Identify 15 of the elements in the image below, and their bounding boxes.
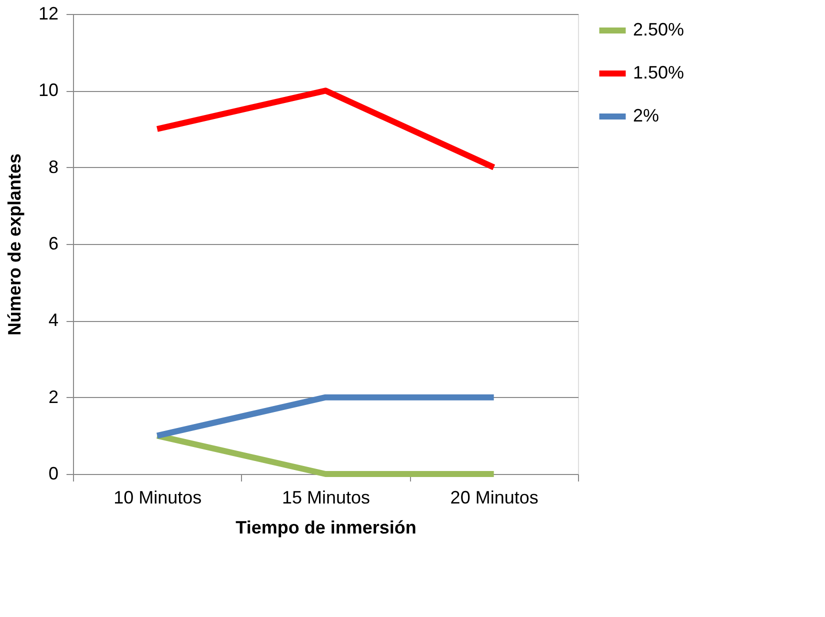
x-axis-title: Tiempo de inmersión bbox=[236, 518, 416, 538]
legend-label: 2.50% bbox=[633, 20, 684, 40]
y-tick-label: 6 bbox=[48, 234, 58, 254]
y-tick-label: 12 bbox=[38, 4, 58, 24]
legend-label: 2% bbox=[633, 106, 660, 126]
x-tick-label: 10 Minutos bbox=[114, 488, 202, 508]
y-tick-label: 10 bbox=[38, 80, 58, 100]
y-tick-label: 4 bbox=[48, 310, 58, 330]
x-tick-label: 20 Minutos bbox=[450, 488, 538, 508]
legend-label: 1.50% bbox=[633, 62, 684, 82]
x-tick-label: 15 Minutos bbox=[282, 488, 370, 508]
y-tick-label: 8 bbox=[48, 156, 58, 177]
y-tick-label: 0 bbox=[48, 464, 58, 484]
y-axis-title: Número de explantes bbox=[4, 153, 24, 336]
y-tick-label: 2 bbox=[48, 386, 58, 407]
